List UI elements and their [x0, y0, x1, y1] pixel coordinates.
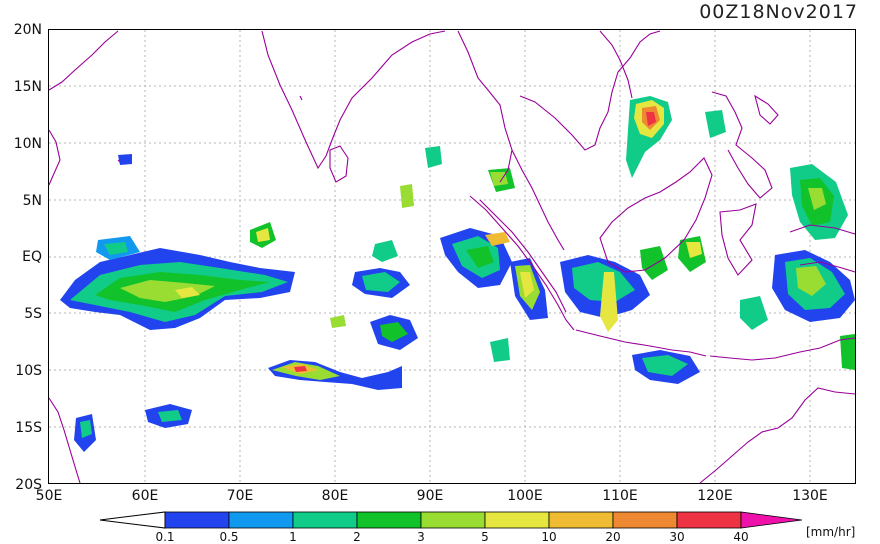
colorbar-tick: 5: [481, 530, 489, 544]
colorbar-tick: 0.5: [219, 530, 239, 544]
lon-label: 100E: [507, 488, 543, 504]
colorbar-tick: 40: [733, 530, 749, 544]
coastlines: [48, 30, 856, 484]
lat-label: 15S: [15, 420, 42, 436]
colorbar-units: [mm/hr]: [806, 525, 856, 539]
lon-label: 80E: [321, 488, 349, 504]
lon-label: 110E: [602, 488, 638, 504]
lon-label: 70E: [226, 488, 254, 504]
map-title: 00Z18Nov2017: [699, 1, 858, 23]
lat-label: 20N: [13, 22, 42, 38]
colorbar-tick: 30: [669, 530, 685, 544]
lat-label: 5N: [22, 193, 42, 209]
colorbar-tick: 2: [353, 530, 361, 544]
colorbar-tick: 0.1: [155, 530, 175, 544]
lat-label: 10N: [13, 136, 42, 152]
lon-label: 60E: [131, 488, 159, 504]
precipitation-field: [60, 96, 855, 452]
lon-label: 50E: [35, 488, 63, 504]
colorbar-tick: 1: [289, 530, 297, 544]
lat-label: 5S: [24, 306, 42, 322]
lat-label: 20S: [15, 477, 42, 493]
lat-label: 10S: [15, 363, 42, 379]
lon-label: 130E: [792, 488, 828, 504]
lat-label: 15N: [13, 79, 42, 95]
colorbar-tick: 10: [541, 530, 557, 544]
lon-label: 120E: [697, 488, 733, 504]
colorbar-tick: 20: [605, 530, 621, 544]
colorbar-tick: 3: [417, 530, 425, 544]
lat-label: EQ: [22, 249, 42, 265]
lon-label: 90E: [416, 488, 444, 504]
